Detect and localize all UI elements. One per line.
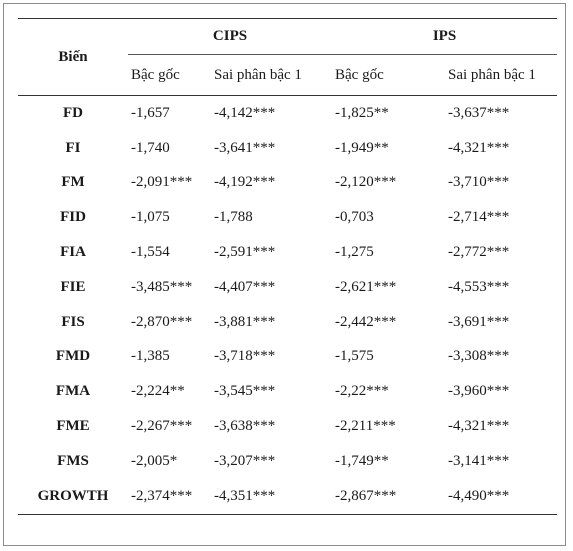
table-row: FMD -1,385 -3,718*** -1,575 -3,308*** [18, 340, 557, 375]
ips-level-cell: -2,120*** [335, 174, 397, 191]
cips-level-cell: -1,740 [131, 139, 170, 156]
variable-cell: FIE [60, 278, 86, 295]
table-row: FD -1,657 -4,142*** -1,825** -3,637*** [18, 96, 557, 131]
table-row: FID -1,075 -1,788 -0,703 -2,714*** [18, 200, 557, 235]
table-row: FIA -1,554 -2,591*** -1,275 -2,772*** [18, 235, 557, 270]
ips-diff-header: Sai phân bậc 1 [445, 54, 557, 96]
cips-diff-cell: -3,207*** [214, 452, 276, 469]
variable-cell: FME [56, 418, 90, 435]
table-row: GROWTH -2,374*** -4,351*** -2,867*** -4,490*… [18, 478, 557, 515]
cips-diff-cell: -4,192*** [214, 174, 276, 191]
ips-level-cell: -1,825** [335, 104, 389, 121]
table-row: FMA -2,224** -3,545*** -2,22*** -3,960*** [18, 374, 557, 409]
variable-cell: FMS [57, 452, 89, 469]
ips-level-cell: -2,621*** [335, 278, 397, 295]
ips-level-cell: -2,22*** [335, 383, 389, 400]
ips-diff-cell: -3,637*** [448, 104, 510, 121]
cips-group-header: CIPS [128, 18, 332, 55]
cips-level-cell: -2,005* [131, 452, 178, 469]
ips-diff-cell: -2,772*** [448, 244, 510, 261]
cips-level-cell: -1,554 [131, 244, 170, 261]
ips-level-header: Bậc gốc [332, 54, 445, 96]
table-row: FM -2,091*** -4,192*** -2,120*** -3,710*** [18, 166, 557, 201]
ips-level-cell: -1,575 [335, 348, 374, 365]
cips-diff-cell: -3,545*** [214, 383, 276, 400]
ips-diff-cell: -4,490*** [445, 478, 557, 515]
cips-diff-cell: -3,638*** [214, 418, 276, 435]
cips-diff-cell: -1,788 [214, 209, 253, 226]
unit-root-test-table: Biến CIPS IPS Bậc gốc Sai phân bậc 1 Bậc… [18, 18, 557, 515]
cips-level-cell: -2,374*** [128, 478, 211, 515]
variable-cell: GROWTH [18, 478, 128, 515]
variable-cell: FIS [61, 313, 85, 330]
cips-level-cell: -1,075 [131, 209, 170, 226]
cips-level-cell: -3,485*** [131, 278, 193, 295]
cips-level-cell: -1,385 [131, 348, 170, 365]
variable-cell: FD [63, 104, 83, 121]
cips-level-cell: -1,657 [131, 104, 170, 121]
variable-cell: FID [60, 209, 86, 226]
ips-level-cell: -2,442*** [335, 313, 397, 330]
variable-cell: FI [65, 139, 81, 156]
ips-level-cell: -1,949** [335, 139, 389, 156]
ips-level-cell: -1,749** [335, 452, 389, 469]
table-row: FME -2,267*** -3,638*** -2,211*** -4,321*** [18, 409, 557, 444]
cips-diff-cell: -3,718*** [214, 348, 276, 365]
ips-level-cell: -1,275 [335, 244, 374, 261]
cips-diff-cell: -4,142*** [214, 104, 276, 121]
variable-header: Biến [18, 18, 128, 96]
variable-cell: FMD [55, 348, 91, 365]
cips-level-cell: -2,091*** [131, 174, 193, 191]
ips-diff-cell: -4,321*** [448, 418, 510, 435]
table-body: FD -1,657 -4,142*** -1,825** -3,637*** FI -1,7… [18, 96, 557, 515]
cips-diff-cell: -2,591*** [214, 244, 276, 261]
ips-diff-cell: -4,321*** [448, 139, 510, 156]
ips-diff-cell: -3,691*** [448, 313, 510, 330]
variable-cell: FM [61, 174, 85, 191]
variable-cell: FIA [60, 244, 86, 261]
ips-level-cell: -0,703 [335, 209, 374, 226]
ips-level-cell: -2,867*** [332, 478, 445, 515]
ips-diff-cell: -3,710*** [448, 174, 510, 191]
cips-diff-cell: -3,881*** [214, 313, 276, 330]
cips-diff-cell: -4,351*** [211, 478, 332, 515]
ips-diff-cell: -3,960*** [448, 383, 510, 400]
ips-diff-cell: -3,141*** [448, 452, 510, 469]
cips-level-header: Bậc gốc [128, 54, 211, 96]
cips-level-cell: -2,224** [131, 383, 185, 400]
cips-diff-header: Sai phân bậc 1 [211, 54, 332, 96]
table-frame: Biến CIPS IPS Bậc gốc Sai phân bậc 1 Bậc… [3, 3, 566, 546]
ips-diff-cell: -4,553*** [448, 278, 510, 295]
ips-group-header: IPS [332, 18, 557, 55]
ips-diff-cell: -2,714*** [448, 209, 510, 226]
table-row: FI -1,740 -3,641*** -1,949** -4,321*** [18, 131, 557, 166]
cips-diff-cell: -4,407*** [214, 278, 276, 295]
ips-diff-cell: -3,308*** [448, 348, 510, 365]
variable-cell: FMA [55, 383, 91, 400]
cips-level-cell: -2,267*** [131, 418, 193, 435]
ips-level-cell: -2,211*** [335, 418, 396, 435]
cips-diff-cell: -3,641*** [214, 139, 276, 156]
cips-level-cell: -2,870*** [131, 313, 193, 330]
table-row: FMS -2,005* -3,207*** -1,749** -3,141*** [18, 444, 557, 479]
table-row: FIE -3,485*** -4,407*** -2,621*** -4,553*** [18, 270, 557, 305]
table-row: FIS -2,870*** -3,881*** -2,442*** -3,691*** [18, 305, 557, 340]
